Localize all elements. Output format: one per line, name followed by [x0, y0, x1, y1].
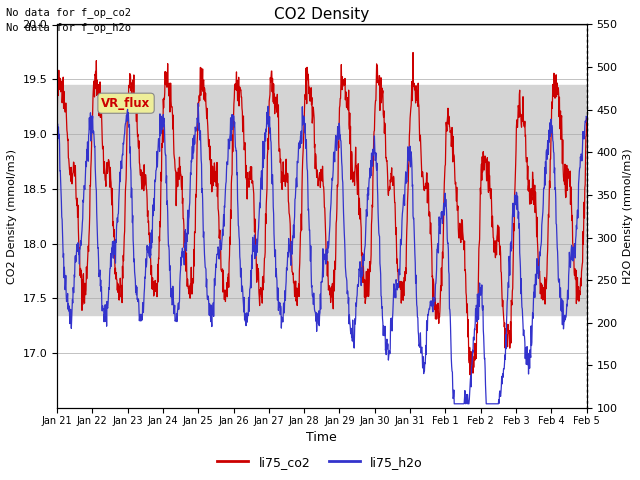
Legend: li75_co2, li75_h2o: li75_co2, li75_h2o [212, 451, 428, 474]
Title: CO2 Density: CO2 Density [274, 7, 369, 22]
Text: No data for f_op_co2: No data for f_op_co2 [6, 7, 131, 18]
Y-axis label: H2O Density (mmol/m3): H2O Density (mmol/m3) [623, 148, 633, 284]
Text: VR_flux: VR_flux [101, 97, 150, 110]
Text: No data for f_op_h2o: No data for f_op_h2o [6, 22, 131, 33]
Y-axis label: CO2 Density (mmol/m3): CO2 Density (mmol/m3) [7, 149, 17, 284]
Bar [57, 85, 587, 315]
X-axis label: Time: Time [307, 431, 337, 444]
